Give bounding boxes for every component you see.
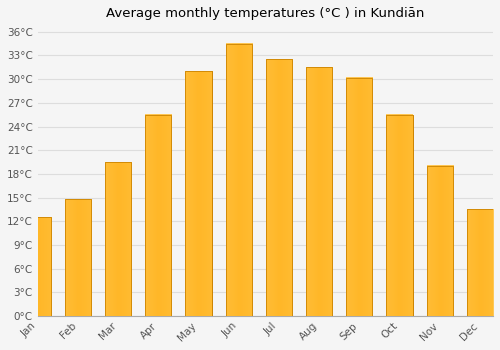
Bar: [24, 217, 50, 316]
Bar: [346, 78, 372, 316]
Bar: [266, 60, 292, 316]
Bar: [186, 71, 212, 316]
Bar: [145, 115, 172, 316]
Bar: [226, 44, 252, 316]
Bar: [306, 67, 332, 316]
Bar: [426, 166, 453, 316]
Bar: [306, 67, 332, 316]
Bar: [105, 162, 131, 316]
Bar: [65, 199, 91, 316]
Bar: [426, 166, 453, 316]
Bar: [386, 115, 412, 316]
Bar: [226, 44, 252, 316]
Bar: [467, 209, 493, 316]
Bar: [145, 115, 172, 316]
Bar: [65, 199, 91, 316]
Bar: [346, 78, 372, 316]
Bar: [186, 71, 212, 316]
Bar: [24, 217, 50, 316]
Title: Average monthly temperatures (°C ) in Kundiān: Average monthly temperatures (°C ) in Ku…: [106, 7, 424, 20]
Bar: [105, 162, 131, 316]
Bar: [467, 209, 493, 316]
Bar: [266, 60, 292, 316]
Bar: [386, 115, 412, 316]
